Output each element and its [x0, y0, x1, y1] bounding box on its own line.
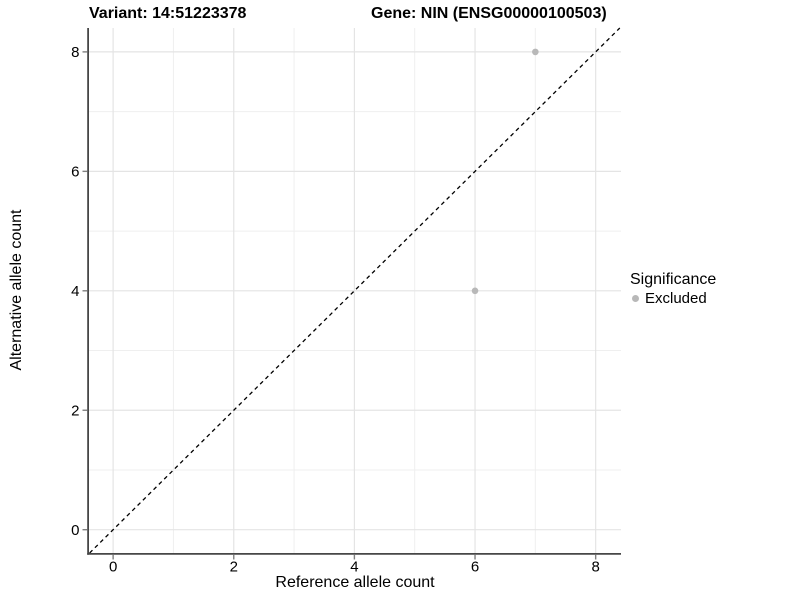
y-tick-label: 4: [71, 283, 79, 300]
data-point: [471, 287, 479, 295]
data-point: [532, 48, 539, 56]
legend-item-excluded: Excluded: [630, 289, 716, 307]
y-tick-label: 0: [71, 522, 79, 539]
legend-item-label: Excluded: [645, 289, 707, 307]
y-tick-label: 2: [71, 403, 79, 420]
plot-title-gene: Gene: NIN (ENSG00000100503): [371, 5, 607, 22]
x-tick-label: 0: [109, 559, 117, 576]
legend: Significance Excluded: [630, 271, 716, 307]
x-tick-label: 4: [350, 559, 358, 576]
x-tick-label: 8: [591, 559, 599, 576]
y-axis-title: Alternative allele count: [8, 209, 25, 371]
legend-title: Significance: [630, 271, 717, 288]
x-axis-title: Reference allele count: [275, 574, 435, 591]
plot-title-variant: Variant: 14:51223378: [89, 5, 247, 22]
legend-marker-icon: [632, 294, 639, 302]
x-tick-label: 6: [471, 559, 479, 576]
y-tick-label: 8: [71, 44, 79, 61]
y-tick-label: 6: [71, 164, 79, 181]
x-tick-label: 2: [230, 559, 238, 576]
